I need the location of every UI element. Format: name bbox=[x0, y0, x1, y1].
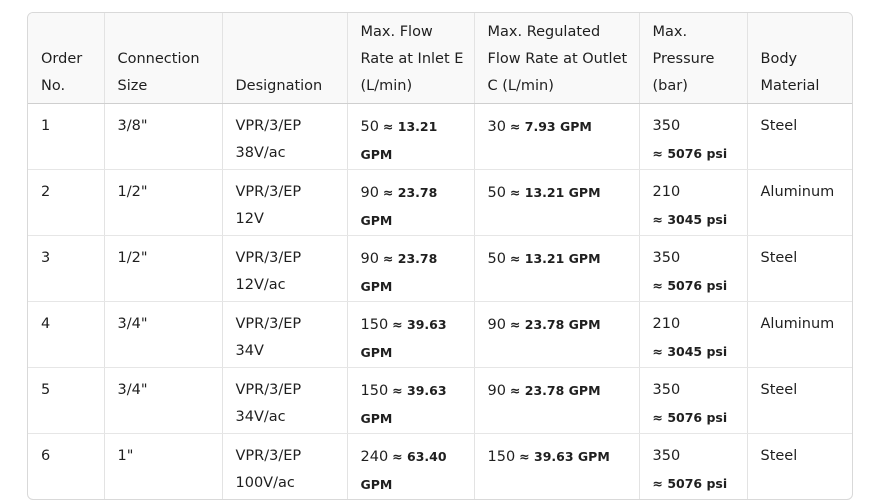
cell-value: 50 bbox=[487, 184, 506, 201]
table-cell: VPR/3/EP 100V/ac bbox=[222, 433, 348, 499]
column-header: Designation bbox=[222, 13, 348, 104]
cell-value: 90 bbox=[487, 316, 506, 333]
column-header: Body Material bbox=[747, 13, 852, 104]
table-cell: 3/4" bbox=[104, 367, 223, 434]
cell-value: 350 bbox=[652, 249, 681, 266]
table-cell: 4 bbox=[28, 301, 105, 368]
table-cell: 2 bbox=[28, 169, 105, 236]
table-body: 1 3/8" VPR/3/EP 38V/ac 50 ≈ 13.21 GPM 30 ≈ 7.9… bbox=[28, 103, 852, 499]
column-header: Max. Flow Rate at Inlet E (L/min) bbox=[347, 13, 475, 104]
cell-approx: ≈ 23.78 GPM bbox=[360, 250, 438, 294]
table-cell: 6 bbox=[28, 433, 105, 499]
cell-approx: ≈ 23.78 GPM bbox=[509, 316, 601, 332]
table-cell: Steel bbox=[747, 235, 852, 302]
cell-value: 350 bbox=[652, 117, 681, 134]
table-head: Order No. Connection Size Designation Max. … bbox=[28, 13, 852, 104]
cell-value: 150 bbox=[360, 316, 389, 333]
cell-value: 150 bbox=[360, 382, 389, 399]
table-cell: 50 ≈ 13.21 GPM bbox=[474, 235, 640, 302]
table-cell: 90 ≈ 23.78 GPM bbox=[474, 367, 640, 434]
cell-approx: ≈ 39.63 GPM bbox=[360, 382, 447, 426]
table-cell: 150 ≈ 39.63 GPM bbox=[347, 367, 475, 434]
cell-approx: ≈ 23.78 GPM bbox=[509, 382, 601, 398]
cell-approx: ≈ 5076 psi bbox=[652, 475, 728, 491]
cell-approx: ≈ 3045 psi bbox=[652, 343, 728, 359]
table-cell: 50 ≈ 13.21 GPM bbox=[474, 169, 640, 236]
table-cell: 90 ≈ 23.78 GPM bbox=[474, 301, 640, 368]
table-cell: 3 bbox=[28, 235, 105, 302]
table-cell: 150 ≈ 39.63 GPM bbox=[474, 433, 640, 499]
cell-approx: ≈ 39.63 GPM bbox=[360, 316, 447, 360]
cell-value: 50 bbox=[487, 250, 506, 267]
table-cell: 150 ≈ 39.63 GPM bbox=[347, 301, 475, 368]
cell-approx: ≈ 13.21 GPM bbox=[509, 184, 601, 200]
table-cell: 210 ≈ 3045 psi bbox=[639, 169, 748, 236]
table-cell: Aluminum bbox=[747, 169, 852, 236]
cell-approx: ≈ 5076 psi bbox=[652, 409, 728, 425]
table-cell: Aluminum bbox=[747, 301, 852, 368]
table-cell: Steel bbox=[760, 447, 798, 464]
table-cell: 1 bbox=[28, 103, 105, 170]
table-cell: 210 ≈ 3045 psi bbox=[639, 301, 748, 368]
table-cell: VPR/3/EP 12V bbox=[222, 169, 348, 236]
table-cell: 1/2" bbox=[104, 235, 223, 302]
table-cell: 90 ≈ 23.78 GPM bbox=[347, 169, 475, 236]
table-cell: 350 ≈ 5076 psi bbox=[639, 103, 748, 170]
cell-value: 90 bbox=[360, 250, 379, 267]
cell-value: 350 bbox=[652, 381, 681, 398]
table-row: 6 1" VPR/3/EP 100V/ac 240 ≈ 63.40 GPM 150 ≈ 39… bbox=[28, 433, 852, 499]
cell-approx: ≈ 7.93 GPM bbox=[509, 118, 592, 134]
table-cell: 90 ≈ 23.78 GPM bbox=[347, 235, 475, 302]
table-cell: 350 ≈ 5076 psi bbox=[639, 235, 748, 302]
column-header: Max. Regulated Flow Rate at Outlet C (L/… bbox=[474, 13, 640, 104]
table-row: 1 3/8" VPR/3/EP 38V/ac 50 ≈ 13.21 GPM 30 ≈ 7.9… bbox=[28, 103, 852, 170]
cell-approx: ≈ 23.78 GPM bbox=[360, 184, 438, 228]
table-row: 4 3/4" VPR/3/EP 34V 150 ≈ 39.63 GPM 90 ≈ 23.78… bbox=[28, 301, 852, 368]
cell-value: 150 bbox=[487, 448, 516, 465]
cell-approx: ≈ 39.63 GPM bbox=[519, 448, 610, 464]
table-cell: Steel bbox=[747, 103, 852, 170]
cell-approx: ≈ 5076 psi bbox=[652, 277, 728, 293]
cell-approx: ≈ 13.21 GPM bbox=[509, 250, 601, 266]
table-cell: 5 bbox=[28, 367, 105, 434]
table-cell: 3/4" bbox=[104, 301, 223, 368]
table-cell: VPR/3/EP 38V/ac bbox=[222, 103, 348, 170]
column-header: Max. Pressure (bar) bbox=[639, 13, 748, 104]
table-cell: VPR/3/EP 34V bbox=[222, 301, 348, 368]
table-cell: 350 ≈ 5076 psi bbox=[639, 367, 748, 434]
table-cell: 3/8" bbox=[104, 103, 223, 170]
column-header: Order No. bbox=[28, 13, 105, 104]
cell-value: 240 bbox=[360, 448, 389, 465]
table-cell: 1/2" bbox=[104, 169, 223, 236]
table-cell: 50 ≈ 13.21 GPM bbox=[347, 103, 475, 170]
table-cell: 30 ≈ 7.93 GPM bbox=[474, 103, 640, 170]
table-row: 5 3/4" VPR/3/EP 34V/ac 150 ≈ 39.63 GPM 90 ≈ 23… bbox=[28, 367, 852, 434]
cell-approx: ≈ 13.21 GPM bbox=[360, 118, 438, 162]
table-cell: 350 ≈ 5076 psi bbox=[639, 433, 748, 499]
cell-value: 210 bbox=[652, 315, 681, 332]
table-row: 2 1/2" VPR/3/EP 12V 90 ≈ 23.78 GPM 50 ≈ 13.21 … bbox=[28, 169, 852, 236]
cell-value: 50 bbox=[360, 118, 379, 135]
cell-value: 210 bbox=[652, 183, 681, 200]
table-cell: VPR/3/EP 12V/ac bbox=[222, 235, 348, 302]
cell-value: 90 bbox=[360, 184, 379, 201]
cell-value: 90 bbox=[487, 382, 506, 399]
column-header: Connection Size bbox=[104, 13, 223, 104]
cell-value: 30 bbox=[487, 118, 506, 135]
table-container: Order No. Connection Size Designation Max. … bbox=[27, 12, 853, 500]
cell-approx: ≈ 5076 psi bbox=[652, 145, 728, 161]
table-cell: Steel bbox=[747, 367, 852, 434]
cell-approx: ≈ 63.40 GPM bbox=[360, 448, 447, 492]
table-cell: 1" bbox=[104, 433, 223, 499]
header-row: Order No. Connection Size Designation Max. … bbox=[28, 13, 852, 104]
table: Order No. Connection Size Designation Max. … bbox=[28, 13, 852, 499]
cell-approx: ≈ 3045 psi bbox=[652, 211, 728, 227]
table-cell: 240 ≈ 63.40 GPM bbox=[347, 433, 475, 499]
cell-value: 350 bbox=[652, 447, 681, 464]
table-row: 3 1/2" VPR/3/EP 12V/ac 90 ≈ 23.78 GPM 50 ≈ 13.… bbox=[28, 235, 852, 302]
table-cell: VPR/3/EP 34V/ac bbox=[222, 367, 348, 434]
